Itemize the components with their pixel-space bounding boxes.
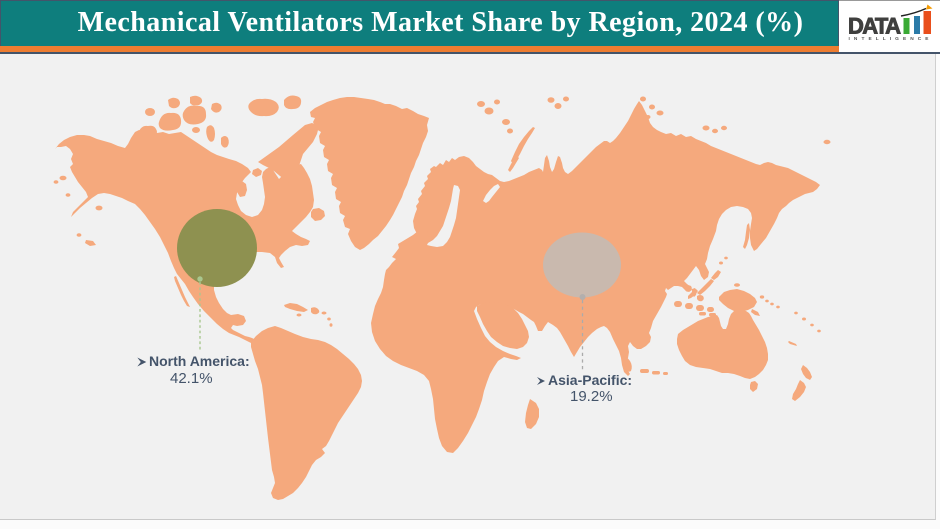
- svg-text:DATA: DATA: [848, 14, 901, 39]
- svg-text:INTELLIGENCE: INTELLIGENCE: [849, 36, 931, 42]
